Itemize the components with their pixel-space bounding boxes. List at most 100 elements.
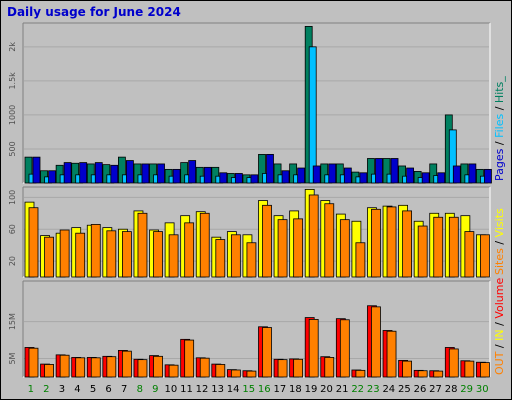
bar-hits-day-13 xyxy=(211,166,220,184)
bar-sites-day-2 xyxy=(44,236,54,278)
bar-sites-day-27 xyxy=(433,216,444,278)
bar-out-day-11 xyxy=(184,339,195,378)
day-label-21: 21 xyxy=(336,384,349,395)
day-label-20: 20 xyxy=(320,384,333,395)
bar-out-day-19 xyxy=(308,318,319,378)
bar-pages-day-16 xyxy=(266,154,274,184)
legend-item-files: Files xyxy=(493,114,506,138)
bar-pages-day-21 xyxy=(343,167,352,184)
bar-sites-day-15 xyxy=(246,242,257,278)
day-label-6: 6 xyxy=(105,384,111,395)
bar-pages-day-20 xyxy=(328,163,337,184)
bar-sites-day-22 xyxy=(355,242,366,278)
bar-pages-day-29 xyxy=(468,163,477,184)
bar-out-day-26 xyxy=(417,370,428,378)
bar-out-day-25 xyxy=(402,360,413,378)
chart-title: Daily usage for June 2024 xyxy=(7,5,181,19)
bar-hits-day-3 xyxy=(55,164,64,184)
bar-sites-day-14 xyxy=(230,234,241,278)
bar-sites-day-4 xyxy=(75,232,86,278)
bar-pages-day-3 xyxy=(63,162,72,184)
day-label-1: 1 xyxy=(28,384,34,395)
day-label-13: 13 xyxy=(211,384,224,395)
legend-item-pages: Pages xyxy=(493,148,506,181)
day-label-25: 25 xyxy=(398,384,411,395)
bar-hits-day-24 xyxy=(382,158,391,184)
bar-files-day-19 xyxy=(308,46,317,184)
day-label-18: 18 xyxy=(289,384,302,395)
bar-pages-day-26 xyxy=(421,172,430,184)
bar-pages-day-24 xyxy=(390,158,399,184)
bar-pages-day-27 xyxy=(437,172,446,184)
bar-out-day-9 xyxy=(153,355,163,378)
bar-hits-day-1 xyxy=(24,156,33,184)
legend-item-sep2: / xyxy=(493,319,506,330)
bar-out-day-12 xyxy=(199,357,210,378)
bar-sites-day-9 xyxy=(153,231,163,278)
bar-out-day-27 xyxy=(433,370,444,378)
bar-sites-day-11 xyxy=(184,222,195,278)
bar-sites-day-18 xyxy=(293,218,304,278)
y-tick-label: 1000 xyxy=(8,105,17,125)
day-label-19: 19 xyxy=(305,384,318,395)
bar-sites-day-7 xyxy=(122,231,132,278)
bar-out-day-22 xyxy=(355,369,366,378)
bar-hits-day-27 xyxy=(429,163,438,184)
bar-out-day-21 xyxy=(339,319,350,378)
bar-out-day-18 xyxy=(293,358,304,378)
bar-pages-day-15 xyxy=(250,174,259,184)
legend-volume: OUT / IN / Volume xyxy=(493,278,506,375)
bar-sites-day-20 xyxy=(324,203,335,278)
day-label-7: 7 xyxy=(121,384,127,395)
bar-hits-day-11 xyxy=(180,162,189,184)
day-label-28: 28 xyxy=(445,384,458,395)
bar-out-day-14 xyxy=(230,369,241,378)
day-label-8: 8 xyxy=(137,384,143,395)
bar-out-day-1 xyxy=(28,347,39,378)
bar-hits-day-6 xyxy=(102,164,111,184)
bar-hits-day-25 xyxy=(398,165,407,184)
bar-hits-day-4 xyxy=(71,162,80,184)
bar-hits-day-18 xyxy=(289,163,298,184)
bar-out-day-3 xyxy=(59,354,70,378)
day-label-30: 30 xyxy=(476,384,489,395)
y-tick-label: 500 xyxy=(8,141,17,156)
day-label-16: 16 xyxy=(258,384,271,395)
bar-sites-day-28 xyxy=(448,216,459,278)
legend-item-sep2: / xyxy=(493,103,506,114)
day-label-3: 3 xyxy=(59,384,65,395)
bar-out-day-24 xyxy=(386,330,397,378)
day-label-10: 10 xyxy=(165,384,178,395)
bar-out-day-10 xyxy=(168,364,179,378)
day-label-24: 24 xyxy=(382,384,395,395)
bar-hits-day-17 xyxy=(273,163,282,184)
legend-hits-files-pages: Pages / Files / Hits_ xyxy=(493,76,506,181)
bar-out-day-7 xyxy=(122,350,132,378)
bar-pages-day-5 xyxy=(94,162,103,184)
bar-out-day-17 xyxy=(277,359,288,378)
bar-out-day-5 xyxy=(90,357,101,378)
day-label-17: 17 xyxy=(273,384,286,395)
bar-sites-day-25 xyxy=(402,210,413,278)
day-label-12: 12 xyxy=(196,384,209,395)
bar-pages-day-22 xyxy=(359,172,368,184)
day-label-22: 22 xyxy=(351,384,364,395)
day-label-26: 26 xyxy=(414,384,427,395)
bar-sites-day-30 xyxy=(480,234,490,278)
bar-out-day-8 xyxy=(137,359,148,378)
legend-item-sep1: / xyxy=(493,138,506,149)
bar-pages-day-6 xyxy=(110,164,119,184)
bar-hits-day-20 xyxy=(320,163,329,184)
panel-bg-visits-sites xyxy=(23,187,490,277)
day-label-23: 23 xyxy=(367,384,380,395)
bar-out-day-23 xyxy=(371,306,381,378)
bar-pages-day-10 xyxy=(172,168,181,184)
bar-sites-day-1 xyxy=(28,207,39,278)
bar-pages-day-12 xyxy=(203,166,212,184)
bar-pages-day-23 xyxy=(375,158,383,184)
bar-hits-day-16 xyxy=(258,154,266,184)
day-label-27: 27 xyxy=(429,384,442,395)
bar-sites-day-8 xyxy=(137,212,148,278)
bar-sites-day-12 xyxy=(199,212,210,278)
bar-pages-day-13 xyxy=(219,172,228,184)
